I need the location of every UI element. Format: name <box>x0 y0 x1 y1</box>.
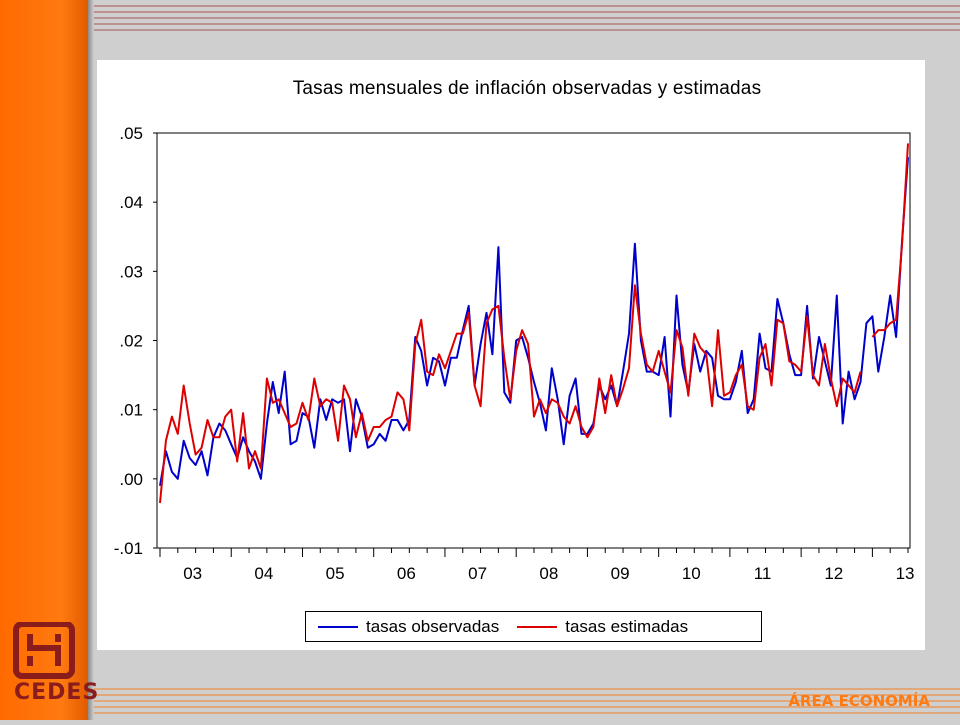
x-tick-label-2: 05 <box>326 564 345 583</box>
y-tick-label-6: -.01 <box>114 539 143 558</box>
legend-swatch-observed <box>318 625 358 628</box>
sidebar-shadow <box>88 0 94 720</box>
y-tick-label-4: .01 <box>119 401 143 420</box>
x-tick-label-4: 07 <box>468 564 487 583</box>
y-tick-label-5: .00 <box>119 470 143 489</box>
x-tick-label-9: 12 <box>824 564 843 583</box>
top-decorative-lines <box>94 5 960 31</box>
x-tick-label-8: 11 <box>754 564 772 583</box>
x-tick-label-5: 08 <box>539 564 558 583</box>
chart-legend: tasas observadas tasas estimadas <box>305 611 762 642</box>
x-tick-label-1: 04 <box>254 564 273 583</box>
y-tick-label-0: .05 <box>119 124 143 143</box>
chart-title: Tasas mensuales de inflación observadas … <box>292 78 762 99</box>
x-tick-label-0: 03 <box>183 564 202 583</box>
x-tick-label-7: 10 <box>682 564 701 583</box>
legend-item-observed: tasas observadas <box>318 617 499 637</box>
x-tick-label-10: 13 <box>896 564 915 583</box>
legend-label-observed: tasas observadas <box>366 616 500 636</box>
y-tick-label-2: .03 <box>119 262 143 281</box>
plot-area <box>156 132 911 549</box>
legend-swatch-estimated <box>517 625 558 628</box>
logo-text: CEDES <box>14 680 100 705</box>
series-line-estimated <box>159 143 909 504</box>
footer-text: ÁREA ECONOMÍA <box>788 692 930 710</box>
y-tick-label-1: .04 <box>119 193 143 212</box>
legend-item-estimated: tasas estimadas <box>517 617 688 637</box>
bottom-decorative-lines <box>94 688 960 714</box>
y-tick-label-3: .02 <box>119 332 143 351</box>
sidebar-band <box>0 0 88 720</box>
cedes-logo-icon <box>13 622 75 679</box>
x-tick-label-6: 09 <box>611 564 630 583</box>
x-tick-label-3: 06 <box>397 564 416 583</box>
legend-label-estimated: tasas estimadas <box>565 616 689 636</box>
